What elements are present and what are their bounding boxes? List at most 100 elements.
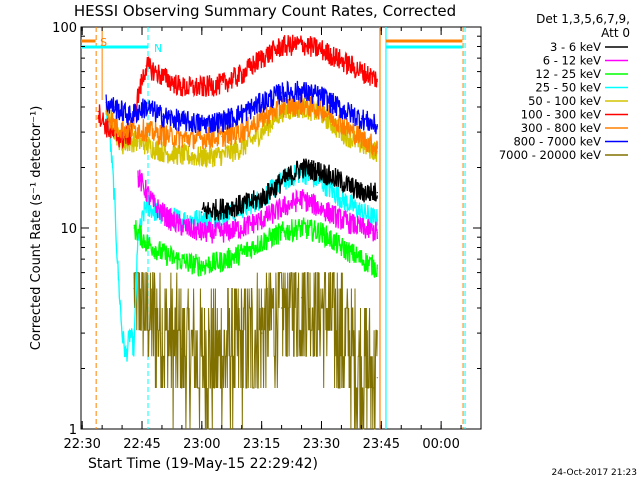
- data-point: [181, 261, 183, 263]
- data-point: [261, 332, 263, 334]
- data-point: [340, 198, 342, 200]
- data-point: [129, 128, 131, 130]
- data-point: [340, 60, 342, 62]
- data-point: [320, 231, 323, 234]
- data-point: [241, 348, 243, 350]
- series-line-7000-20000kev: [133, 272, 378, 430]
- data-point: [261, 131, 263, 133]
- flag-label-saa: S: [100, 36, 107, 49]
- data-point: [340, 123, 342, 125]
- data-point: [105, 102, 107, 104]
- data-point: [281, 92, 283, 94]
- legend-label: 12 - 25 keV: [535, 67, 601, 81]
- data-point: [320, 49, 323, 51]
- legend-label: 3 - 6 keV: [550, 40, 601, 54]
- y-tick-label: 100: [52, 21, 77, 36]
- data-point: [161, 134, 163, 136]
- data-point: [145, 307, 147, 309]
- legend-header-attenuator: Att 0: [601, 26, 630, 40]
- data-point: [113, 106, 115, 108]
- data-point: [201, 219, 203, 221]
- data-point: [97, 110, 99, 113]
- data-point: [161, 115, 163, 117]
- data-point: [241, 131, 243, 133]
- data-point: [153, 204, 155, 206]
- data-point: [300, 166, 303, 169]
- data-point: [113, 134, 115, 136]
- series-line-300-800kev: [105, 93, 378, 157]
- data-point: [145, 144, 147, 146]
- data-point: [376, 377, 378, 379]
- data-point: [185, 227, 187, 229]
- data-point: [241, 252, 243, 254]
- data-point: [137, 176, 139, 178]
- data-point: [261, 241, 263, 243]
- data-point: [221, 136, 223, 138]
- data-point: [181, 86, 183, 89]
- data-point: [129, 115, 131, 117]
- data-point: [125, 355, 127, 357]
- data-point: [137, 110, 139, 113]
- data-point: [360, 192, 362, 194]
- data-point: [133, 348, 135, 350]
- legend-label: 100 - 300 keV: [521, 108, 601, 122]
- data-point: [360, 211, 362, 213]
- data-point: [201, 137, 203, 139]
- data-point: [221, 231, 223, 234]
- data-point: [300, 171, 303, 173]
- data-point: [300, 104, 303, 106]
- data-point: [340, 181, 342, 183]
- series-line-50-100kev: [105, 97, 378, 169]
- data-point: [121, 137, 123, 139]
- data-point: [181, 348, 183, 350]
- legend-label: 25 - 50 keV: [535, 81, 601, 95]
- data-point: [376, 125, 378, 128]
- timestamp: 24-Oct-2017 21:23: [552, 468, 637, 478]
- data-point: [376, 267, 378, 269]
- x-axis: 22:30 22:45 23:00 23:15 23:30 23:45 00:00: [63, 27, 482, 452]
- data-point: [145, 65, 147, 67]
- data-point: [300, 43, 303, 45]
- data-point: [201, 211, 203, 213]
- data-point: [360, 137, 362, 139]
- y-axis: 1 10 100: [52, 21, 481, 438]
- data-point: [360, 367, 362, 370]
- data-point: [201, 231, 203, 234]
- legend-label: 800 - 7000 keV: [513, 135, 601, 149]
- x-tick-label: 00:00: [422, 437, 459, 452]
- data-point: [181, 219, 183, 221]
- data-point: [281, 106, 283, 108]
- data-point: [117, 272, 119, 274]
- data-point: [201, 156, 203, 158]
- data-point: [221, 83, 223, 85]
- data-point: [340, 108, 342, 110]
- data-point: [241, 147, 243, 149]
- data-point: [300, 227, 303, 229]
- data-point: [281, 231, 283, 234]
- x-axis-label: Start Time (19-May-15 22:29:42): [88, 456, 318, 472]
- data-point: [133, 227, 135, 229]
- data-point: [300, 198, 303, 200]
- data-point: [281, 207, 283, 210]
- data-point: [360, 118, 362, 120]
- data-point: [201, 86, 203, 89]
- data-point: [261, 102, 263, 104]
- data-point: [133, 287, 135, 290]
- x-tick-label: 23:00: [183, 437, 220, 452]
- data-point: [105, 110, 107, 113]
- series-line-6-12kev: [137, 169, 378, 244]
- x-tick-label: 23:30: [303, 437, 340, 452]
- data-point: [201, 265, 203, 267]
- data-point: [300, 90, 303, 92]
- legend-label: 300 - 800 keV: [521, 121, 601, 135]
- y-tick-label: 1: [69, 423, 77, 438]
- flag-label-night: N: [154, 42, 162, 55]
- y-tick-label: 10: [60, 222, 77, 237]
- data-point: [376, 78, 378, 80]
- data-point: [261, 219, 263, 221]
- data-point: [221, 355, 223, 357]
- legend-label: 7000 - 20000 keV: [499, 148, 601, 162]
- data-point: [145, 204, 147, 206]
- series-line-100-300kev: [97, 34, 378, 150]
